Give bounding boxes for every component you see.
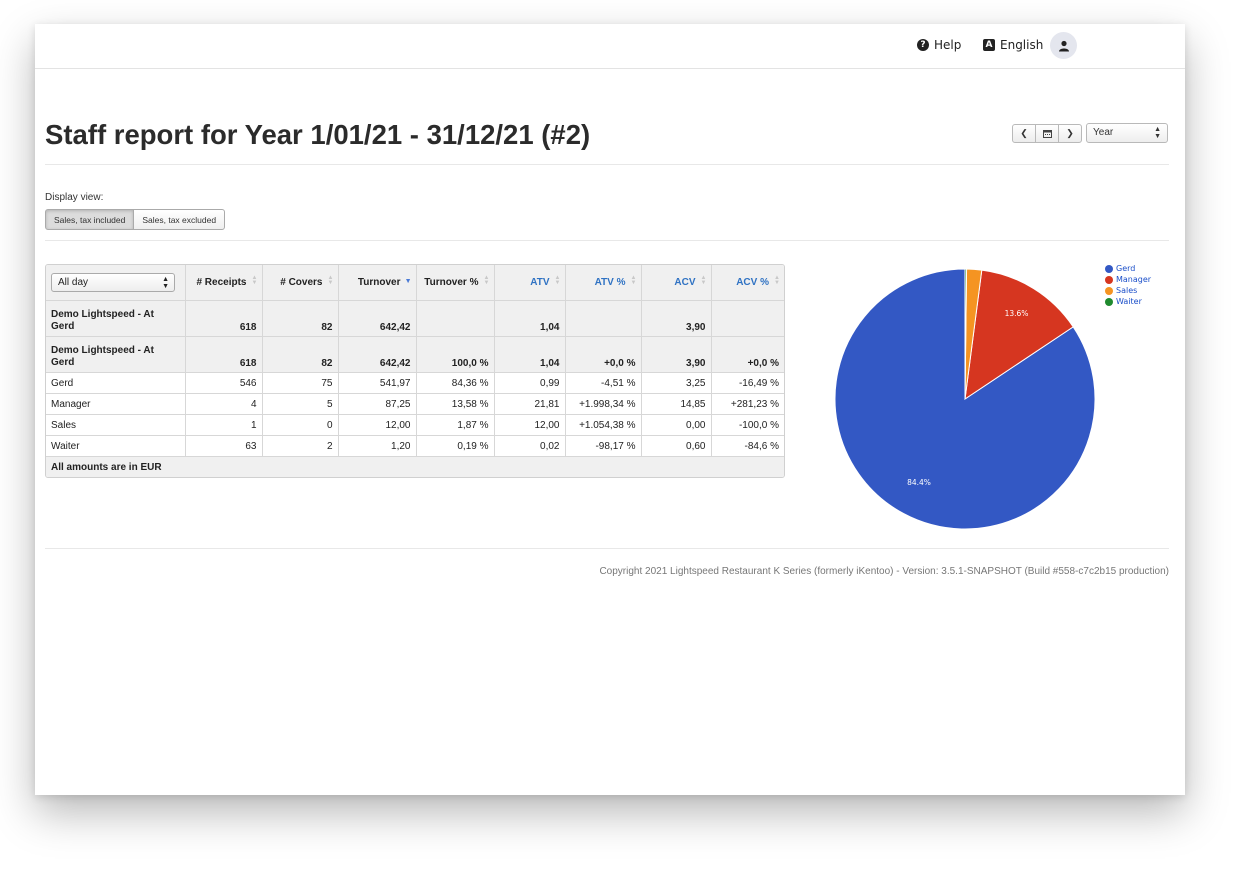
legend-item-gerd[interactable]: Gerd — [1105, 263, 1151, 274]
column-header-covers[interactable]: # Covers ▲ ▼ — [262, 265, 339, 301]
period-type-select[interactable]: Year ▲ ▼ — [1086, 123, 1168, 143]
pie-slice-manager[interactable] — [964, 269, 1074, 401]
legend-label: Gerd — [1116, 264, 1136, 273]
shift-filter-cell: All day ▲ ▼ — [46, 265, 186, 301]
legend-swatch — [1105, 264, 1113, 273]
legend-label: Manager — [1116, 275, 1152, 284]
help-icon: ? — [917, 39, 929, 51]
legend-label: Sales — [1116, 286, 1138, 295]
previous-period-button[interactable]: ❮ — [1012, 124, 1036, 143]
page-title: Staff report for Year 1/01/21 - 31/12/21… — [45, 119, 591, 150]
legend-swatch — [1105, 286, 1113, 295]
divider — [45, 548, 1169, 549]
currency-footnote: All amounts are in EUR — [46, 456, 784, 477]
language-label: English — [1000, 38, 1044, 52]
sort-icon: ▲ ▼ — [630, 275, 637, 286]
column-header-receipts[interactable]: # Receipts ▲ ▼ — [185, 265, 263, 301]
help-link[interactable]: ? Help — [917, 38, 961, 52]
language-icon: A — [983, 39, 995, 51]
staff-report-table: All day ▲ ▼ # Receipts ▲ ▼ # Covers ▲ ▼ Turno… — [45, 264, 785, 478]
column-header-atv-percent[interactable]: ATV % ▲ ▼ — [565, 265, 642, 301]
currency-footnote-row: All amounts are in EUR — [46, 456, 784, 477]
sort-icon: ▲ ▼ — [327, 275, 334, 286]
display-view-label: Display view: — [45, 192, 104, 203]
select-arrows-icon: ▲ ▼ — [162, 276, 169, 290]
chart-legend: Gerd Manager Sales Waiter — [1105, 263, 1151, 307]
column-header-turnover-percent[interactable]: Turnover % ▲ ▼ — [416, 265, 495, 301]
table-row: Waiter 63 2 1,20 0,19 % 0,02 -98,17 % 0,… — [46, 435, 784, 457]
legend-swatch — [1105, 297, 1113, 306]
top-navigation-bar: ? Help A English — [35, 24, 1185, 69]
calendar-icon — [1042, 130, 1052, 138]
table-row: Manager 4 5 87,25 13,58 % 21,81 +1.998,3… — [46, 393, 784, 415]
column-header-acv-percent[interactable]: ACV % ▲ ▼ — [711, 265, 784, 301]
tax-excluded-button[interactable]: Sales, tax excluded — [133, 209, 226, 230]
legend-item-sales[interactable]: Sales — [1105, 285, 1151, 296]
user-avatar-button[interactable] — [1050, 32, 1077, 59]
legend-swatch — [1105, 275, 1113, 284]
table-row: Gerd 546 75 541,97 84,36 % 0,99 -4,51 % … — [46, 372, 784, 394]
column-header-acv[interactable]: ACV ▲ ▼ — [641, 265, 712, 301]
sort-icon: ▲ ▼ — [483, 275, 490, 286]
sort-descending-icon: ▼ — [404, 278, 412, 285]
pie-data-label: 84.4% — [907, 478, 931, 487]
legend-label: Waiter — [1116, 297, 1142, 306]
copyright-notice: Copyright 2021 Lightspeed Restaurant K S… — [599, 566, 1169, 577]
column-header-turnover[interactable]: Turnover ▼ — [338, 265, 417, 301]
divider — [45, 240, 1169, 241]
shift-filter-value: All day — [58, 277, 89, 288]
help-label: Help — [934, 38, 962, 52]
period-navigation: ❮ ❯ — [1012, 124, 1082, 143]
chevron-right-icon: ❯ — [1066, 128, 1074, 138]
table-header-row: All day ▲ ▼ # Receipts ▲ ▼ # Covers ▲ ▼ Turno… — [46, 265, 784, 301]
chevron-left-icon: ❮ — [1020, 128, 1028, 138]
calendar-button[interactable] — [1035, 124, 1059, 143]
sort-icon: ▲ ▼ — [251, 275, 258, 286]
sort-icon: ▲ ▼ — [774, 275, 780, 286]
table-row: Sales 1 0 12,00 1,87 % 12,00 +1.054,38 %… — [46, 414, 784, 436]
group-row: Demo Lightspeed - At Gerd 618 82 642,42 … — [46, 336, 784, 373]
column-header-atv[interactable]: ATV ▲ ▼ — [494, 265, 566, 301]
pie-data-label: 13.6% — [1005, 309, 1029, 318]
pie-slice-waiter[interactable] — [964, 268, 968, 400]
legend-item-manager[interactable]: Manager — [1105, 274, 1151, 285]
next-period-button[interactable]: ❯ — [1058, 124, 1082, 143]
staff-turnover-pie-chart: 84.4% 13.6% — [834, 268, 1096, 530]
sort-icon: ▲ ▼ — [700, 275, 707, 286]
language-selector[interactable]: A English — [983, 38, 1043, 52]
display-view-toggle: Sales, tax included Sales, tax excluded — [45, 209, 226, 230]
tax-included-button[interactable]: Sales, tax included — [45, 209, 135, 230]
group-row: Demo Lightspeed - At Gerd 618 82 642,42 … — [46, 300, 784, 337]
sort-icon: ▲ ▼ — [554, 275, 561, 286]
shift-filter-select[interactable]: All day ▲ ▼ — [51, 273, 175, 292]
divider — [45, 164, 1169, 165]
legend-item-waiter[interactable]: Waiter — [1105, 296, 1151, 307]
app-window: ? Help A English Staff report for Year 1… — [35, 24, 1185, 795]
select-arrows-icon: ▲ ▼ — [1154, 126, 1161, 140]
period-type-value: Year — [1093, 127, 1114, 138]
user-icon — [1058, 40, 1069, 51]
